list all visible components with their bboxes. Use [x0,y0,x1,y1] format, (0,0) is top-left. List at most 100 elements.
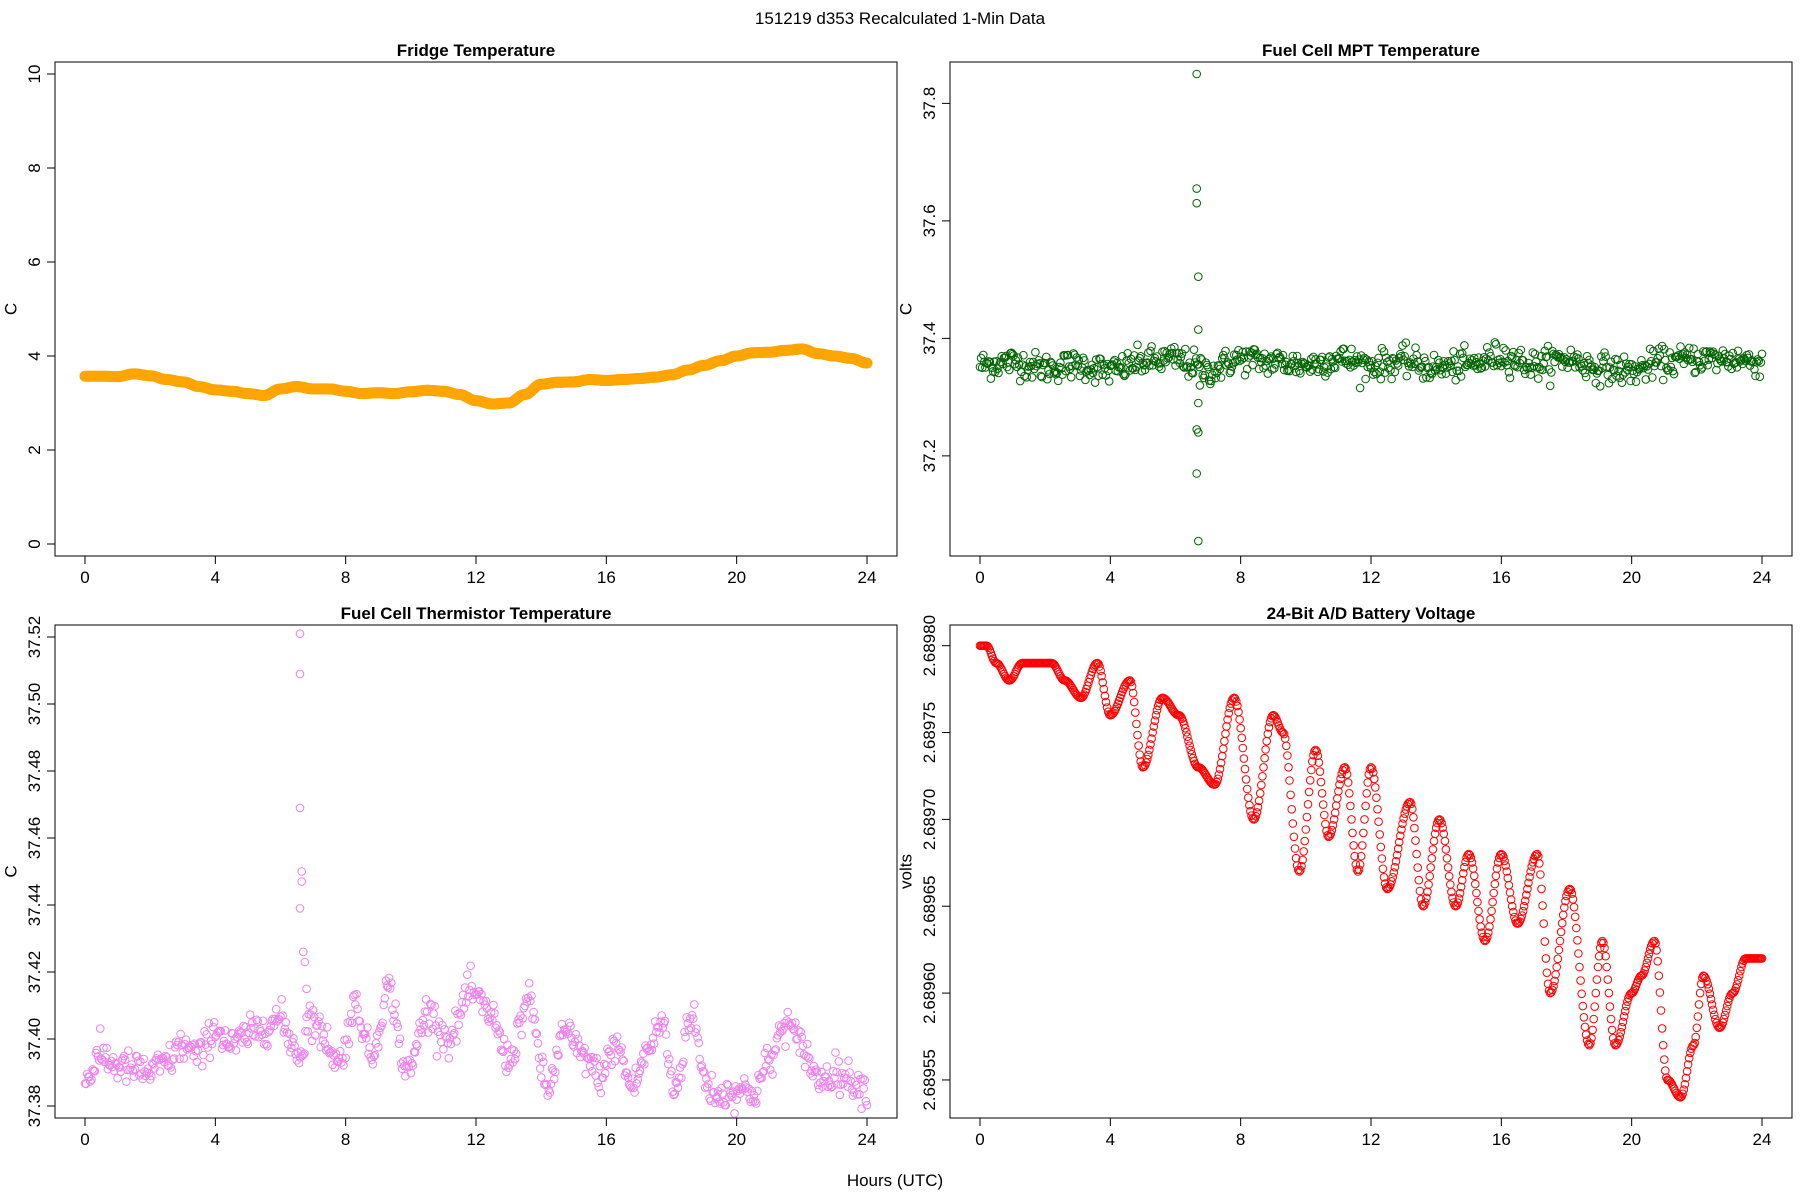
data-point [1240,370,1250,380]
data-point [279,1028,289,1037]
data-point [128,1066,138,1075]
data-point [1222,722,1231,731]
data-point [1616,1027,1626,1037]
data-point [1241,775,1251,784]
x-tick-label: 20 [1622,568,1641,587]
data-point [687,1010,697,1020]
data-point [1425,871,1434,881]
data-point [1136,352,1145,361]
data-point [662,1050,672,1059]
data-point [722,1079,732,1089]
data-point [1304,787,1314,797]
data-point [357,1034,367,1043]
data-point [1211,779,1220,789]
data-point [593,1078,602,1087]
data-point [1135,750,1144,759]
data-point [1509,907,1518,917]
data-point [1695,988,1705,998]
data-point [1123,677,1132,686]
data-point [1428,362,1438,371]
data-point [1540,937,1550,946]
data-point [325,1048,334,1058]
data-point [1167,348,1177,358]
data-point [1514,918,1523,928]
data-point [1391,857,1401,866]
data-point [765,1056,774,1065]
data-point [1009,351,1019,360]
data-point [1370,774,1379,784]
data-point [1290,361,1300,371]
data-point [1032,361,1041,371]
data-point [1733,346,1743,356]
data-point [362,1033,371,1043]
data-point [1499,852,1508,862]
data-point [1708,1005,1718,1015]
data-point [1370,367,1379,377]
data-point [410,1048,420,1057]
data-point [661,1030,671,1039]
data-point [1557,918,1567,928]
data-point [1283,751,1292,760]
data-point [1652,946,1661,955]
data-point [122,1077,131,1086]
data-point [297,877,307,886]
data-point [1299,847,1308,856]
data-point [997,665,1007,674]
data-point [193,1046,203,1055]
data-point [1182,363,1191,372]
data-point [619,1056,629,1066]
x-tick-label: 8 [1236,568,1245,587]
data-point [161,1051,170,1061]
data-point [1444,871,1454,881]
data-point [1576,976,1585,985]
data-point [699,1067,709,1077]
data-point [1644,949,1654,959]
data-point [724,1092,734,1102]
data-point [353,1004,362,1014]
data-point [1452,366,1462,376]
data-point [1144,750,1153,760]
data-point [1572,923,1581,933]
data-point [277,995,286,1004]
data-point [1097,671,1106,681]
data-point [1145,745,1154,755]
data-point [1618,1017,1628,1027]
data-point [309,1012,319,1022]
data-point [1388,873,1397,882]
data-point [297,867,307,876]
data-point [1264,355,1274,364]
data-point [511,1049,521,1058]
data-point [1682,1067,1692,1076]
data-point [1569,902,1579,912]
data-point [262,1040,271,1049]
data-point [1482,343,1492,352]
data-point [1146,740,1155,749]
data-point [1188,368,1198,378]
data-point [1056,358,1065,368]
data-point [1684,343,1694,353]
data-point [672,1078,682,1087]
data-point [1648,939,1657,948]
data-point [1567,889,1577,898]
data-point [1516,914,1526,924]
x-tick-label: 20 [727,1130,746,1149]
data-point [1316,777,1326,787]
data-point [1406,799,1416,809]
data-point [1573,936,1582,945]
data-point [1307,765,1316,775]
data-point [665,1054,674,1064]
x-tick-label: 4 [1106,568,1115,587]
data-point [1129,351,1139,360]
data-point [637,1058,647,1068]
data-point [363,1023,372,1032]
data-point [1506,895,1516,904]
y-tick-label: 37.2 [920,439,939,472]
data-point [455,1008,465,1018]
data-point [1539,359,1548,368]
data-point [1565,884,1575,894]
data-point [302,984,311,994]
data-point [1115,362,1125,372]
data-point [1456,882,1466,892]
data-point [1516,345,1526,355]
data-point [1422,893,1431,903]
